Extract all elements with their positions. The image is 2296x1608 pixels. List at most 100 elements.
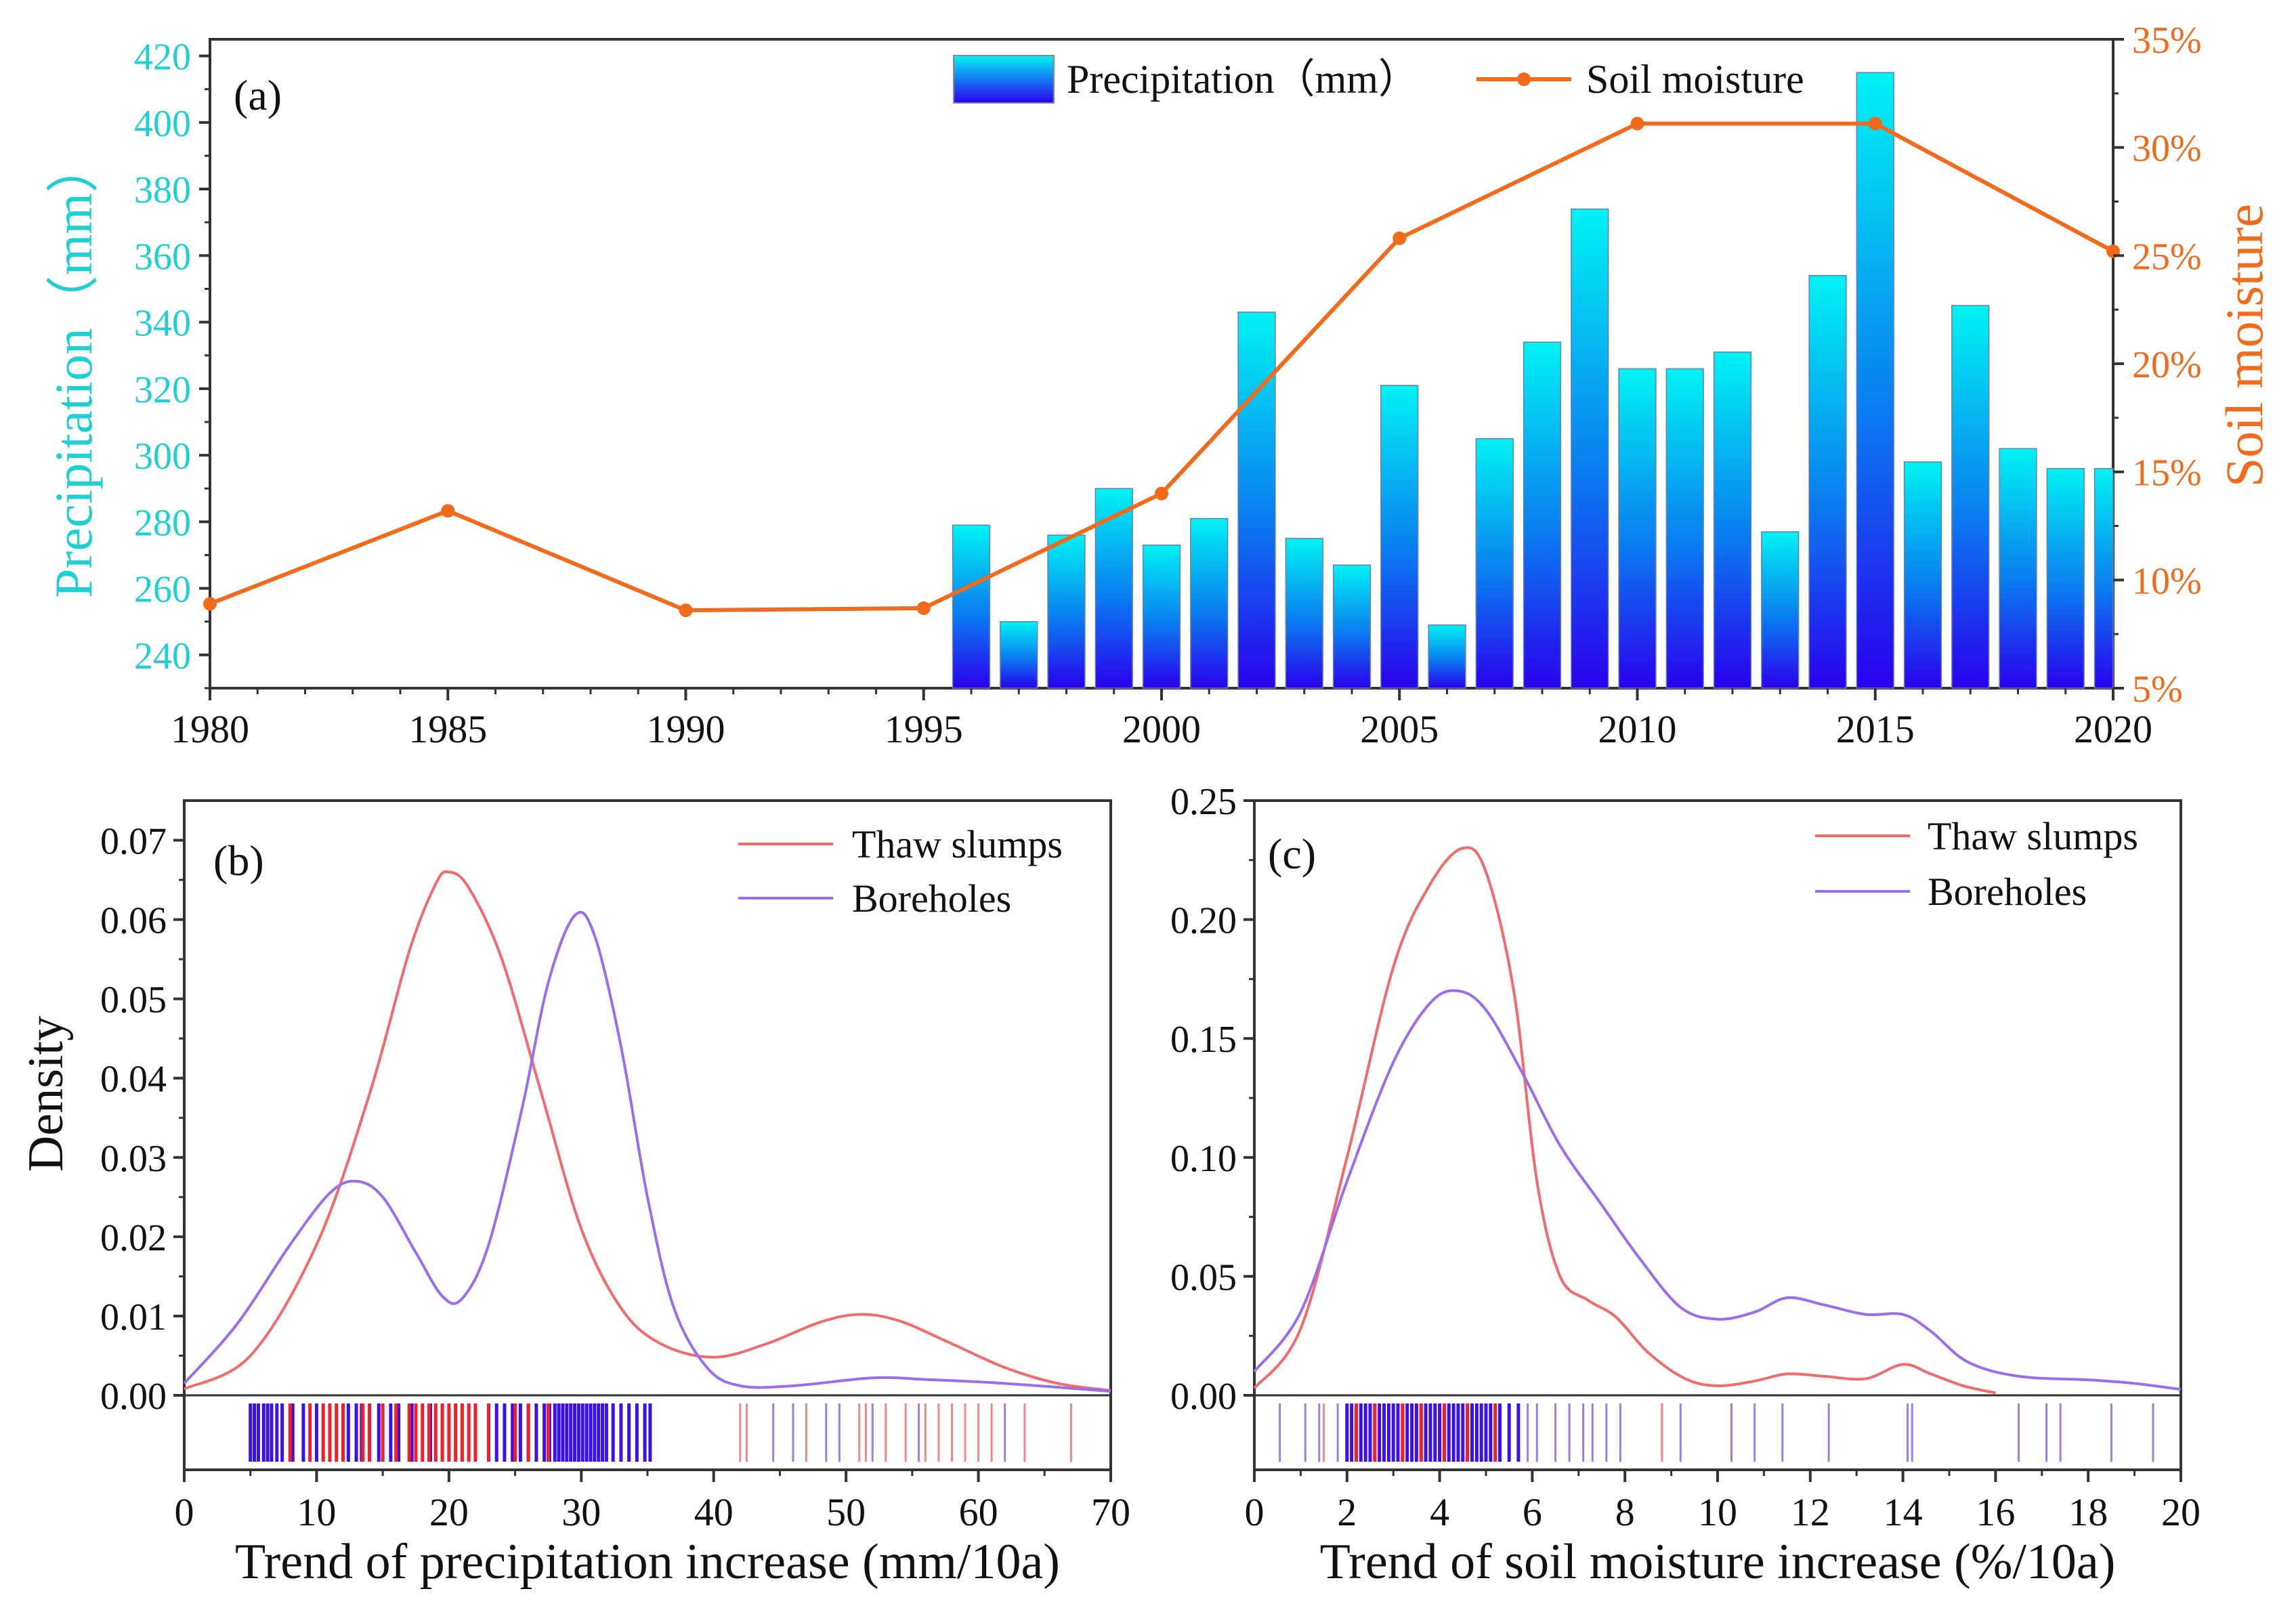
left-y-tick-label-340: 340 — [134, 303, 191, 345]
precipitation-bar-2010 — [1618, 368, 1657, 689]
panel-b: 0 10 20 30 40 50 60 70 0.00 0.01 0.02 0.03 0.04 0.05… — [18, 799, 1130, 1590]
x-tick-label-c-16: 16 — [1976, 1490, 2015, 1534]
left-y-tick-label-400: 400 — [134, 103, 191, 145]
precipitation-bar-2019 — [2046, 468, 2085, 689]
precipitation-bar-2017 — [1951, 305, 1990, 689]
x-tick-label-b-0: 0 — [175, 1490, 194, 1534]
x-tick-label-b-70: 70 — [1091, 1490, 1130, 1534]
x-axis-ticks-c: 0 2 4 6 8 10 12 14 16 18 20 — [1245, 1470, 2201, 1534]
x-tick-label-c-6: 6 — [1523, 1490, 1542, 1534]
y-tick-label-b-0.06: 0.06 — [100, 900, 167, 942]
panel-c: 0 2 4 6 8 10 12 14 16 18 20 0.000.050.100.150.200.… — [1170, 781, 2201, 1590]
x-tick-label-c-8: 8 — [1615, 1490, 1635, 1534]
precipitation-bar-1998 — [1047, 534, 1086, 689]
right-y-axis-label: Soil moisture — [2215, 204, 2274, 487]
y-tick-label-b-0.05: 0.05 — [100, 979, 167, 1021]
legend-label-soil-moisture: Soil moisture — [1586, 57, 1804, 102]
precipitation-bar-2018 — [1999, 448, 2037, 689]
legend-label-boreholes-c: Boreholes — [1928, 870, 2087, 914]
precipitation-bar-2011 — [1665, 368, 1704, 689]
soil-moisture-point-1990 — [679, 604, 693, 618]
x-axis-ticks-a: 1980 1985 1990 1995 2000 2005 2010 2015 2020 — [171, 688, 2152, 751]
density-curve-thaw-slumps — [1253, 846, 1996, 1395]
precipitation-bar-2004 — [1332, 564, 1372, 689]
x-tick-label-c-2: 2 — [1337, 1490, 1357, 1534]
legend-swatch-precipitation — [953, 55, 1055, 104]
y-tick-label-b-0.07: 0.07 — [100, 821, 167, 863]
left-y-axis-ticks: 240 260 280 300 320 340 360 380 400 420 — [134, 37, 210, 690]
right-y-tick-label-5: 5% — [2132, 669, 2183, 711]
panel-label-c: (c) — [1268, 830, 1316, 878]
x-tick-label-a-1980: 1980 — [171, 707, 249, 751]
left-y-tick-label-280: 280 — [134, 502, 191, 544]
y-tick-label-c-0.15: 0.15 — [1170, 1019, 1237, 1061]
left-y-tick-label-260: 260 — [134, 569, 191, 611]
x-tick-label-b-30: 30 — [561, 1490, 601, 1534]
right-y-axis-ticks: 5% 10% 15% 20% 25% 30% 35% — [2113, 20, 2202, 711]
x-tick-label-c-4: 4 — [1430, 1490, 1449, 1534]
y-tick-label-c-0.10: 0.10 — [1170, 1138, 1237, 1180]
y-tick-label-c-0.25: 0.25 — [1170, 781, 1237, 823]
x-axis-label-c: Trend of soil moisture increase (%/10a) — [1320, 1534, 2116, 1590]
density-curves-b — [183, 870, 1111, 1393]
y-tick-label-b-0.04: 0.04 — [100, 1059, 167, 1101]
y-tick-label-c-0.05: 0.05 — [1170, 1256, 1237, 1298]
x-tick-label-c-18: 18 — [2068, 1490, 2108, 1534]
soil-moisture-point-1995 — [916, 601, 931, 615]
precipitation-bar-2014 — [1808, 275, 1847, 689]
left-y-tick-label-420: 420 — [134, 37, 191, 79]
y-axis-label-b: Density — [18, 1016, 74, 1172]
legend-label-thaw-slumps-c: Thaw slumps — [1928, 814, 2138, 858]
density-curve-boreholes — [1253, 989, 2182, 1391]
x-tick-label-a-1985: 1985 — [408, 707, 487, 751]
y-tick-label-b-0.02: 0.02 — [100, 1217, 167, 1259]
x-tick-label-a-1990: 1990 — [647, 707, 725, 751]
x-tick-label-a-2010: 2010 — [1598, 707, 1677, 751]
rug-marks-b — [249, 1403, 1072, 1462]
x-tick-label-b-40: 40 — [694, 1490, 734, 1534]
x-tick-label-c-0: 0 — [1245, 1490, 1264, 1534]
precipitation-bar-2007 — [1475, 438, 1514, 689]
x-tick-label-a-1995: 1995 — [885, 707, 963, 751]
x-tick-label-b-60: 60 — [959, 1490, 998, 1534]
y-tick-label-b-0.00: 0.00 — [100, 1376, 167, 1418]
precipitation-bar-2016 — [1903, 461, 1942, 689]
x-tick-label-c-12: 12 — [1791, 1490, 1830, 1534]
x-axis-ticks-b: 0 10 20 30 40 50 60 70 — [175, 1470, 1130, 1534]
density-curves-c — [1253, 846, 2182, 1395]
x-tick-label-c-20: 20 — [2161, 1490, 2201, 1534]
left-y-tick-label-300: 300 — [134, 436, 191, 478]
x-tick-label-a-2020: 2020 — [2074, 707, 2152, 751]
left-y-axis-label: Precipitation（mm） — [44, 140, 103, 598]
right-y-tick-label-25: 25% — [2132, 236, 2202, 278]
precipitation-bar-2002 — [1237, 312, 1276, 689]
right-y-tick-label-15: 15% — [2132, 452, 2202, 494]
x-tick-label-a-2015: 2015 — [1836, 707, 1915, 751]
density-curve-boreholes — [183, 910, 1111, 1393]
precipitation-bar-2009 — [1571, 208, 1609, 689]
x-tick-label-b-10: 10 — [297, 1490, 336, 1534]
soil-moisture-point-2005 — [1393, 231, 1407, 245]
x-tick-label-a-2005: 2005 — [1360, 707, 1439, 751]
precipitation-bar-2020 — [2093, 468, 2114, 689]
right-y-tick-label-30: 30% — [2132, 128, 2202, 170]
y-tick-label-c-0.20: 0.20 — [1170, 900, 1237, 942]
precipitation-bar-2012 — [1713, 352, 1752, 689]
legend-b: Thaw slumps Boreholes — [738, 822, 1063, 921]
y-axis-ticks-b: 0.00 0.01 0.02 0.03 0.04 0.05 0.06 0.07 — [100, 821, 184, 1418]
soil-moisture-point-2000 — [1155, 486, 1168, 501]
right-y-tick-label-20: 20% — [2132, 344, 2202, 386]
legend-c: Thaw slumps Boreholes — [1815, 814, 2138, 914]
precipitation-bar-1996 — [952, 524, 991, 689]
soil-moisture-point-2015 — [1868, 117, 1882, 131]
x-tick-label-b-50: 50 — [826, 1490, 866, 1534]
y-axis-ticks-c: 0.00 0.05 0.10 0.15 0.20 0.25 — [1170, 781, 1254, 1418]
legend-label-boreholes-b: Boreholes — [852, 876, 1011, 921]
x-tick-label-b-20: 20 — [429, 1490, 469, 1534]
x-axis-label-b: Trend of precipitation increase (mm/10a) — [235, 1534, 1060, 1590]
x-tick-label-c-14: 14 — [1884, 1490, 1923, 1534]
right-y-tick-label-35: 35% — [2132, 20, 2202, 62]
legend-label-precipitation: Precipitation（mm） — [1067, 57, 1419, 102]
precipitation-bar-2015 — [1856, 72, 1894, 689]
